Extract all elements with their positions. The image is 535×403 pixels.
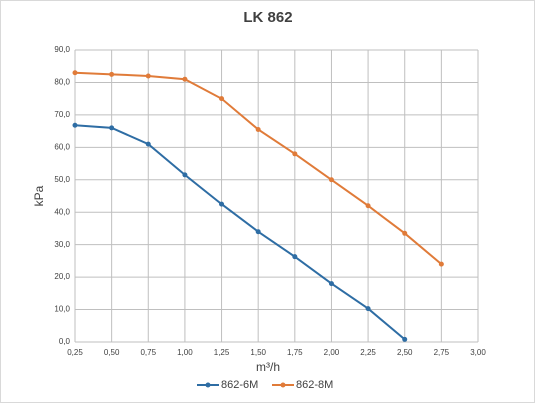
data-point: [182, 76, 188, 82]
x-tick-label: 0,75: [140, 348, 156, 357]
data-point: [182, 172, 188, 178]
y-tick-label: 10,0: [54, 305, 70, 314]
data-point: [328, 177, 334, 183]
data-point: [438, 261, 444, 267]
data-point: [72, 70, 78, 76]
data-point: [365, 306, 371, 312]
x-tick-label: 1,50: [250, 348, 266, 357]
data-point: [292, 151, 298, 157]
x-tick-label: 0,50: [104, 348, 120, 357]
data-point: [328, 281, 334, 287]
y-tick-label: 70,0: [54, 110, 70, 119]
chart-title: LK 862: [243, 9, 292, 26]
y-axis-title: kPa: [32, 185, 46, 206]
y-tick-label: 0,0: [59, 337, 71, 346]
data-point: [219, 201, 225, 207]
data-point: [145, 73, 151, 79]
x-tick-label: 3,00: [470, 348, 486, 357]
x-tick-label: 1,00: [177, 348, 193, 357]
x-tick-label: 1,75: [287, 348, 303, 357]
x-tick-label: 2,75: [434, 348, 450, 357]
data-point: [219, 96, 225, 102]
series-line: [74, 124, 406, 341]
y-tick-label: 50,0: [54, 175, 70, 184]
legend-label: 862-8M: [296, 379, 333, 391]
y-tick-label: 30,0: [54, 240, 70, 249]
legend-marker: [280, 382, 286, 388]
y-tick-label: 80,0: [54, 78, 70, 87]
data-point: [402, 230, 408, 236]
x-axis-title: m³/h: [256, 360, 280, 374]
y-tick-label: 20,0: [54, 272, 70, 281]
data-point: [109, 125, 115, 131]
y-tick-label: 90,0: [54, 45, 70, 54]
data-point: [255, 229, 261, 235]
x-tick-label: 1,25: [214, 348, 230, 357]
data-point: [292, 254, 298, 260]
legend-marker: [205, 382, 211, 388]
data-point: [365, 203, 371, 209]
data-point: [402, 336, 408, 342]
y-tick-label: 60,0: [54, 142, 70, 151]
legend-label: 862-6M: [221, 379, 258, 391]
data-point: [109, 71, 115, 77]
y-tick-label: 40,0: [54, 207, 70, 216]
x-tick-label: 0,25: [67, 348, 83, 357]
x-tick-label: 2,25: [360, 348, 376, 357]
data-point: [255, 126, 261, 132]
data-point: [72, 122, 78, 128]
x-tick-label: 2,00: [324, 348, 340, 357]
data-point: [145, 141, 151, 147]
x-tick-label: 2,50: [397, 348, 413, 357]
